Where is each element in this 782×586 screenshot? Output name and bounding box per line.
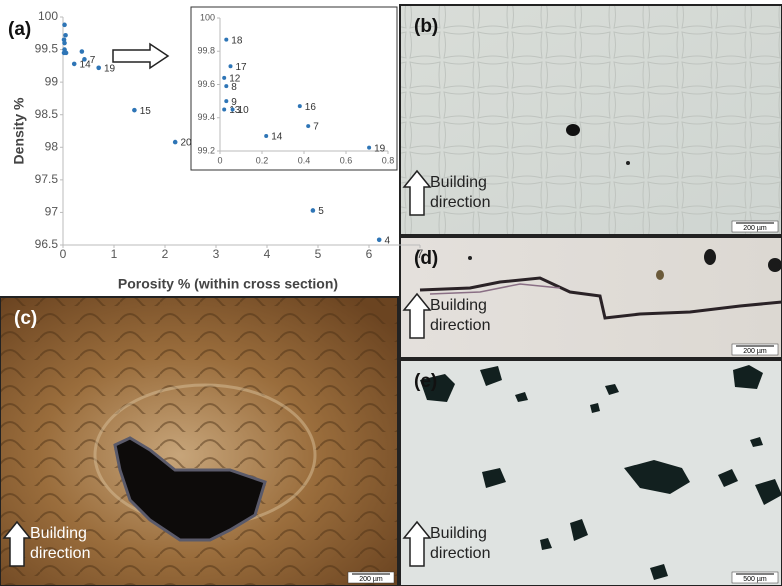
pore [768, 258, 782, 272]
y-tick-label: 97 [45, 205, 59, 219]
x-tick-label: 0 [217, 155, 222, 165]
annotation: Building [430, 174, 487, 191]
y-tick-label: 99.5 [35, 42, 59, 56]
x-tick-label: 3 [213, 247, 220, 261]
y-tick-label: 97.5 [35, 172, 59, 186]
point-label: 17 [236, 62, 248, 73]
y-tick-label: 99.4 [197, 112, 215, 122]
x-tick-label: 0.8 [382, 155, 395, 165]
point-label: 19 [104, 63, 116, 74]
pore [468, 256, 472, 260]
texture [0, 297, 398, 586]
y-tick-label: 99.6 [197, 79, 215, 89]
point [264, 134, 268, 138]
pore [566, 124, 580, 136]
point [311, 208, 316, 213]
point-label: 8 [231, 82, 237, 93]
x-tick-label: 6 [366, 247, 373, 261]
point-label: 16 [305, 102, 317, 113]
point [224, 84, 228, 88]
point-label: 14 [271, 132, 283, 143]
point-label: 7 [313, 122, 319, 133]
point-label: 7 [90, 55, 96, 66]
point [82, 57, 87, 62]
point [222, 107, 226, 111]
y-tick-label: 96.5 [35, 237, 59, 251]
point-label: 15 [140, 106, 152, 117]
x-tick-label: 0 [60, 247, 67, 261]
panel-label: (e) [414, 371, 437, 392]
annotation: direction [430, 194, 490, 211]
point [306, 124, 310, 128]
x-tick-label: 5 [315, 247, 322, 261]
pore [704, 249, 716, 265]
annotation: direction [30, 545, 90, 562]
panel-label: (a) [8, 19, 31, 40]
point [229, 64, 233, 68]
figure: 0123456796.59797.59898.59999.51001471915… [0, 0, 782, 586]
x-tick-label: 1 [111, 247, 118, 261]
point-label: 20 [181, 138, 193, 149]
y-tick-label: 99.2 [197, 145, 215, 155]
annotation: Building [430, 525, 487, 542]
point [62, 23, 67, 28]
scale-bar-label: 200 µm [743, 225, 767, 232]
scale-bar-label: 200 µm [743, 348, 767, 355]
zoom-arrow [113, 44, 168, 68]
point-label: 10 [238, 105, 250, 116]
point [64, 51, 69, 56]
panel-label: (c) [14, 308, 37, 329]
pore [656, 270, 664, 280]
point [62, 41, 67, 46]
x-tick-label: 0.2 [256, 155, 269, 165]
pore [626, 161, 630, 165]
point [222, 76, 226, 80]
scale-bar-label: 500 µm [743, 576, 767, 583]
point-label: 4 [385, 235, 391, 246]
point [132, 108, 137, 113]
x-axis-title: Porosity % (within cross section) [118, 276, 338, 292]
point [377, 237, 382, 242]
point [63, 33, 68, 38]
annotation: Building [430, 297, 487, 314]
point [224, 38, 228, 42]
point-label: 18 [231, 35, 243, 46]
y-axis-title: Density % [11, 97, 27, 164]
point [224, 99, 228, 103]
point [367, 146, 371, 150]
point [72, 62, 77, 67]
x-tick-label: 4 [264, 247, 271, 261]
y-tick-label: 99 [45, 74, 59, 88]
y-tick-label: 100 [38, 9, 58, 23]
y-tick-label: 100 [200, 12, 215, 22]
panel-label: (d) [414, 248, 438, 269]
x-tick-label: 0.6 [340, 155, 353, 165]
point [173, 140, 178, 145]
scale-bar-label: 200 µm [359, 576, 383, 583]
x-tick-label: 0.4 [298, 155, 311, 165]
point [231, 107, 235, 111]
point [80, 49, 85, 54]
annotation: Building [30, 525, 87, 542]
annotation: direction [430, 545, 490, 562]
panel-label: (b) [414, 16, 438, 37]
y-tick-label: 98 [45, 139, 59, 153]
x-tick-label: 2 [162, 247, 169, 261]
annotation: direction [430, 317, 490, 334]
point-label: 19 [374, 143, 386, 154]
point-label: 5 [318, 206, 324, 217]
inset-frame [191, 7, 397, 170]
point [96, 66, 101, 71]
point [298, 104, 302, 108]
panel-c [0, 297, 398, 586]
y-tick-label: 98.5 [35, 107, 59, 121]
y-tick-label: 99.8 [197, 46, 215, 56]
